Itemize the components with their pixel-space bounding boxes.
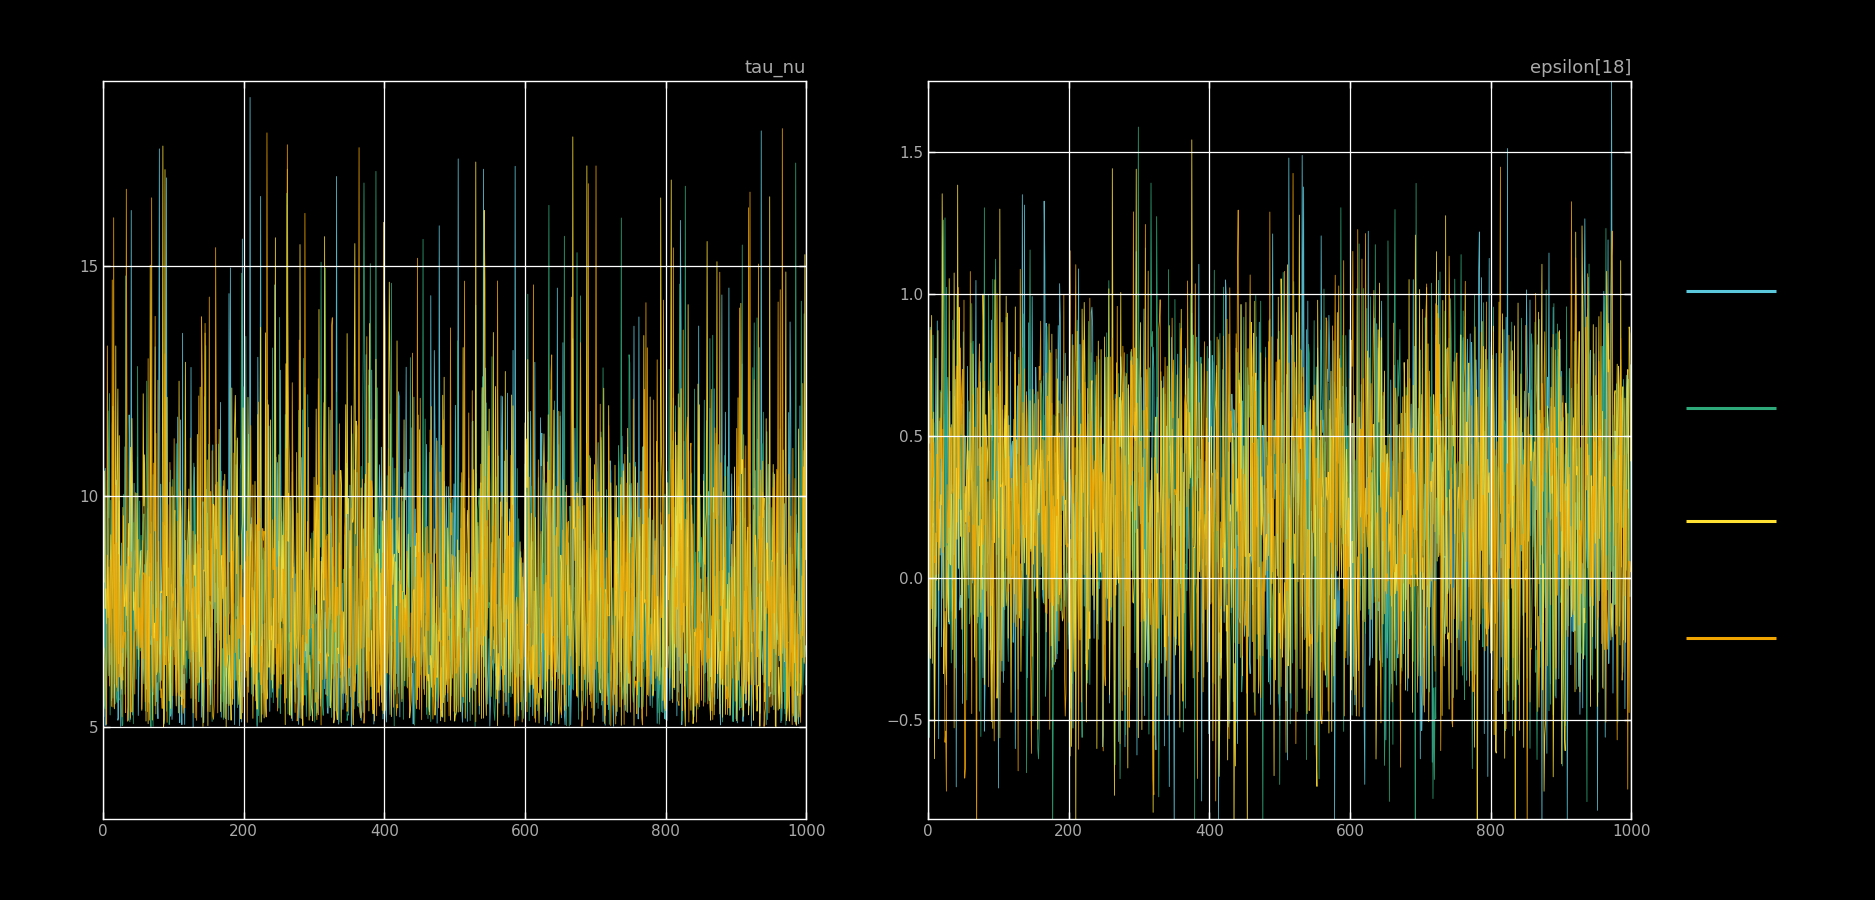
Text: epsilon[18]: epsilon[18] [1530,58,1631,76]
Text: tau_nu: tau_nu [744,58,806,76]
